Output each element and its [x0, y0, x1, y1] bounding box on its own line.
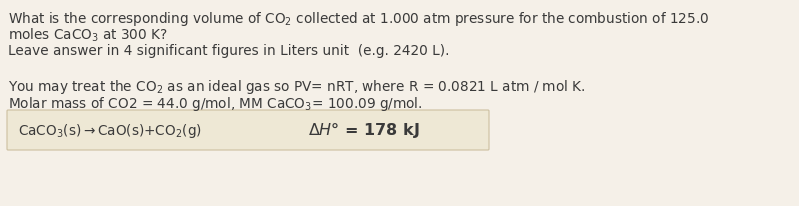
Text: What is the corresponding volume of CO$_2$ collected at 1.000 atm pressure for t: What is the corresponding volume of CO$_… — [8, 10, 710, 28]
FancyBboxPatch shape — [7, 110, 489, 150]
Text: Molar mass of CO2 = 44.0 g/mol, MM CaCO$_3$= 100.09 g/mol.: Molar mass of CO2 = 44.0 g/mol, MM CaCO$… — [8, 95, 423, 112]
Text: $\Delta H$° = 178 kJ: $\Delta H$° = 178 kJ — [308, 121, 419, 140]
Text: moles CaCO$_3$ at 300 K?: moles CaCO$_3$ at 300 K? — [8, 27, 168, 44]
Text: You may treat the CO$_2$ as an ideal gas so PV= nRT, where R = 0.0821 L atm / mo: You may treat the CO$_2$ as an ideal gas… — [8, 78, 586, 96]
Text: Leave answer in 4 significant figures in Liters unit  (e.g. 2420 L).: Leave answer in 4 significant figures in… — [8, 44, 450, 58]
Text: CaCO$_3$(s)$\rightarrow$CaO(s)+CO$_2$(g): CaCO$_3$(s)$\rightarrow$CaO(s)+CO$_2$(g) — [18, 121, 202, 139]
